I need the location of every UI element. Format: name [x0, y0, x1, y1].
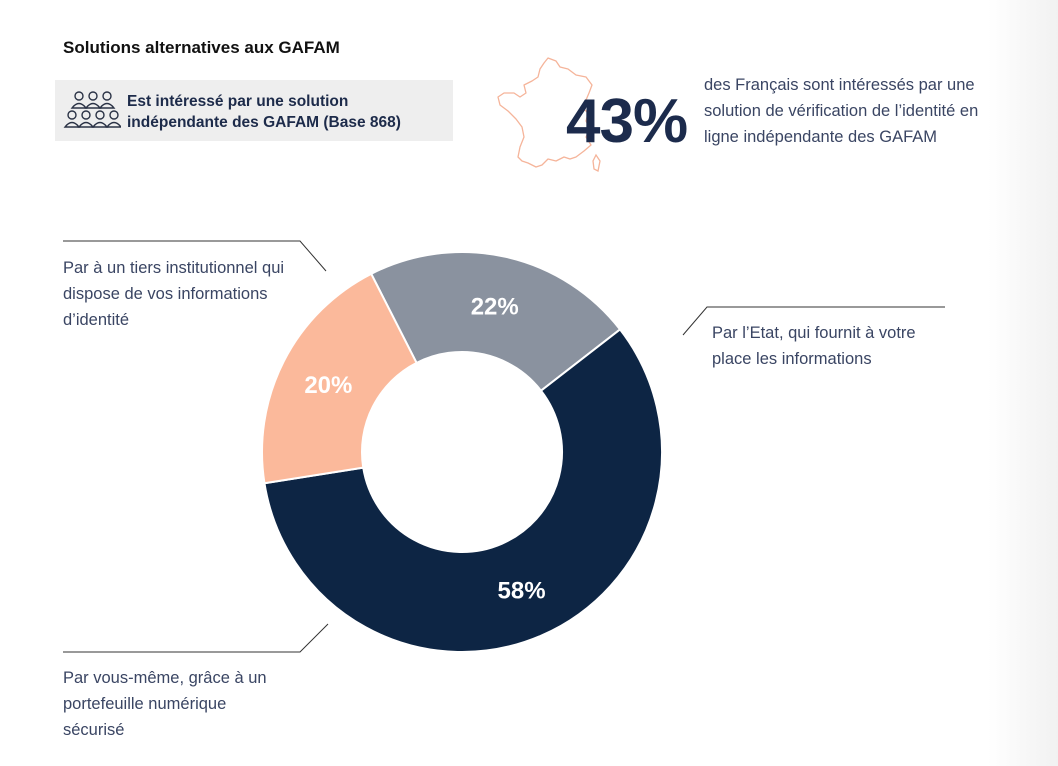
- leader-line-etat: [682, 306, 945, 336]
- france-map-icon: [497, 57, 601, 172]
- donut-slice-1: [263, 328, 663, 653]
- page-edge-shade: [988, 0, 1058, 766]
- callout-tiers: Par à un tiers institutionnel qui dispos…: [63, 259, 285, 329]
- slice-value-label-2: 20%: [304, 372, 352, 399]
- donut-slice-0: [369, 251, 622, 393]
- slice-value-label-0: 22%: [471, 294, 519, 321]
- callout-vous: Par vous-même, grâce à un portefeuille n…: [63, 669, 267, 739]
- base-label: Est intéressé par une solution indépenda…: [127, 93, 401, 131]
- base-info-box: Est intéressé par une solution indépenda…: [55, 80, 453, 141]
- callout-etat: Par l’Etat, qui fournit à votre place le…: [712, 324, 916, 368]
- stat-description: des Français sont intéressés par une sol…: [704, 76, 979, 146]
- people-group-icon: [63, 91, 121, 128]
- stat-percentage: 43%: [566, 87, 688, 156]
- leader-line-vous: [63, 623, 329, 653]
- slice-value-label-1: 58%: [498, 578, 546, 605]
- donut-slice-2: [261, 272, 418, 485]
- leader-line-tiers: [63, 240, 327, 272]
- page-title: Solutions alternatives aux GAFAM: [63, 38, 340, 57]
